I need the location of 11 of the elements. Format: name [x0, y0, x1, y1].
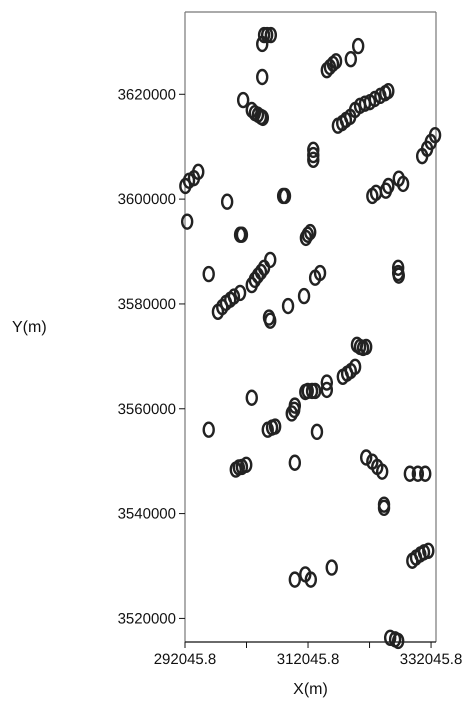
y-tick-label: 3560000: [118, 400, 176, 418]
y-tick-label: 3620000: [118, 86, 176, 104]
x-tick-label: 332045.8: [400, 651, 462, 668]
y-tick-label: 3520000: [118, 610, 176, 628]
y-tick-label: 3580000: [118, 296, 176, 313]
x-tick-label: 312045.8: [276, 651, 340, 668]
x-axis-title: X(m): [293, 681, 328, 698]
y-tick-label: 3600000: [118, 191, 176, 208]
y-axis-title: Y(m): [12, 319, 47, 336]
y-tick-label: 3540000: [118, 506, 176, 523]
x-tick-label: 292045.8: [154, 651, 216, 668]
